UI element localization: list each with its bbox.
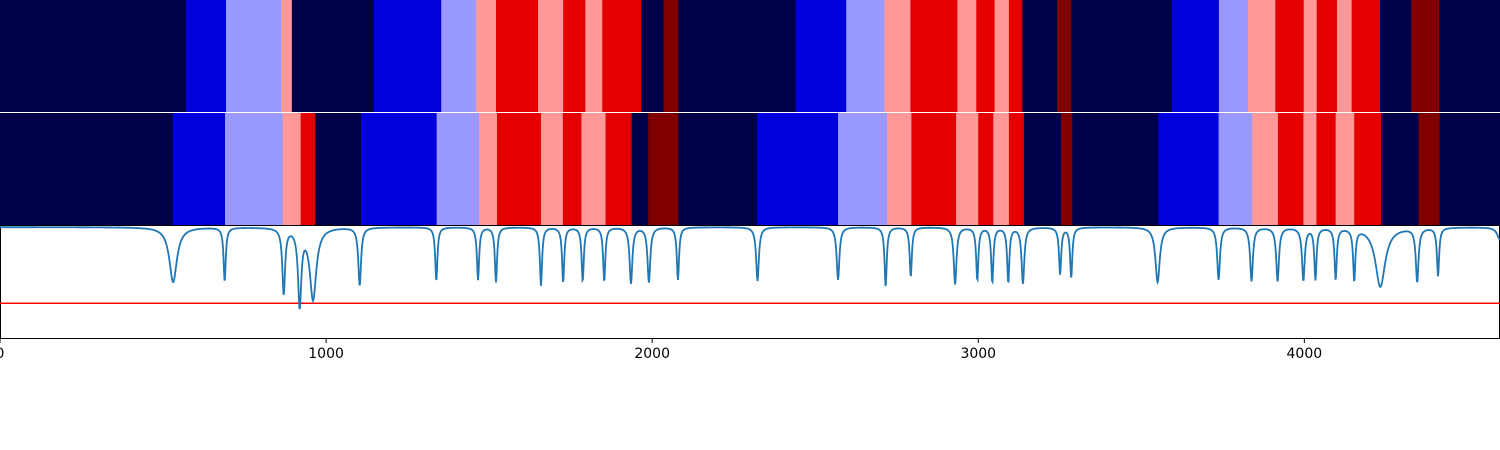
x-tick-label: 2000 bbox=[634, 346, 670, 362]
heatmap-cell bbox=[1061, 113, 1073, 225]
heatmap-cell bbox=[976, 0, 996, 112]
heatmap-row-2 bbox=[0, 113, 1500, 225]
line-panel bbox=[0, 225, 1500, 339]
x-tick-label: 3000 bbox=[960, 346, 996, 362]
heatmap-cell bbox=[1411, 0, 1440, 112]
heatmap-cell bbox=[1316, 0, 1338, 112]
heatmap-cell bbox=[1275, 0, 1305, 112]
heatmap-cell bbox=[281, 0, 293, 112]
heatmap-cell bbox=[538, 0, 564, 112]
heatmap-cell bbox=[1171, 0, 1220, 112]
heatmap-cell bbox=[648, 113, 679, 225]
heatmap-cell bbox=[1303, 0, 1318, 112]
x-tick-label: 1000 bbox=[308, 346, 344, 362]
heatmap-cell bbox=[1158, 113, 1220, 225]
heatmap-cell bbox=[225, 0, 282, 112]
heatmap-cell bbox=[1218, 113, 1253, 225]
heatmap-cell bbox=[479, 113, 498, 225]
heatmap-cell bbox=[540, 113, 564, 225]
x-axis: 0 1000 2000 3000 4000 bbox=[0, 338, 1322, 362]
heatmap-cell bbox=[360, 113, 438, 225]
heatmap-cell bbox=[1380, 113, 1420, 225]
x-tick-label: 0 bbox=[0, 346, 4, 362]
heatmap-cell bbox=[1303, 113, 1318, 225]
heatmap-cell bbox=[1439, 0, 1500, 112]
heatmap-cell bbox=[678, 0, 797, 112]
heatmap-cell bbox=[0, 113, 174, 225]
heatmap-cell bbox=[838, 113, 888, 225]
heatmap-cell bbox=[496, 113, 542, 225]
heatmap-cell bbox=[1277, 113, 1304, 225]
heatmap-cell bbox=[1380, 0, 1412, 112]
heatmap-cell bbox=[911, 113, 957, 225]
heatmap-cell bbox=[663, 0, 679, 112]
heatmap-cell bbox=[641, 0, 665, 112]
series-line bbox=[0, 226, 1500, 310]
heatmap-cell bbox=[1218, 0, 1249, 112]
heatmap-cell bbox=[185, 0, 227, 112]
heatmap-cell bbox=[495, 0, 539, 112]
heatmap-cell bbox=[436, 113, 480, 225]
heatmap-cell bbox=[910, 0, 958, 112]
heatmap-cell bbox=[956, 113, 979, 225]
heatmap-cell bbox=[993, 113, 1010, 225]
heatmap-cell bbox=[374, 0, 442, 112]
heatmap-cell bbox=[846, 0, 885, 112]
heatmap-cell bbox=[581, 113, 607, 225]
heatmap-cell bbox=[1336, 0, 1353, 112]
heatmap-cell bbox=[1057, 0, 1072, 112]
heatmap-cell bbox=[994, 0, 1010, 112]
heatmap-cell bbox=[978, 113, 994, 225]
heatmap-cell bbox=[1022, 0, 1058, 112]
heatmap-cell bbox=[1008, 0, 1023, 112]
heatmap-cell bbox=[1071, 0, 1173, 112]
heatmap-cell bbox=[585, 0, 603, 112]
heatmap-cell bbox=[678, 113, 758, 225]
heatmap-cell bbox=[315, 113, 362, 225]
heatmap-cell bbox=[563, 0, 586, 112]
heatmap-cell bbox=[884, 0, 912, 112]
heatmap-cell bbox=[291, 0, 375, 112]
heatmap-cell bbox=[1008, 113, 1025, 225]
heatmap-cell bbox=[300, 113, 316, 225]
heatmap-cell bbox=[957, 0, 977, 112]
heatmap-cell bbox=[562, 113, 583, 225]
heatmap-cell bbox=[441, 0, 477, 112]
heatmap-cell bbox=[757, 113, 839, 225]
heatmap-cell bbox=[1316, 113, 1337, 225]
heatmap-cell bbox=[282, 113, 302, 225]
heatmap-cell bbox=[1335, 113, 1355, 225]
heatmap-cell bbox=[1354, 113, 1382, 225]
heatmap-cell bbox=[1439, 113, 1500, 225]
heatmap-cell bbox=[1023, 113, 1062, 225]
heatmap-row-1 bbox=[0, 0, 1500, 112]
heatmap-cell bbox=[602, 0, 642, 112]
heatmap-cell bbox=[1418, 113, 1441, 225]
x-tick-label: 4000 bbox=[1287, 346, 1323, 362]
heatmap-cell bbox=[172, 113, 226, 225]
heatmap-cell bbox=[1252, 113, 1279, 225]
heatmap-cell bbox=[225, 113, 284, 225]
heatmap-cell bbox=[1072, 113, 1159, 225]
heatmap-cell bbox=[1351, 0, 1381, 112]
heatmap-cell bbox=[1247, 0, 1276, 112]
heatmap-cell bbox=[0, 0, 187, 112]
heatmap-cell bbox=[476, 0, 497, 112]
heatmap-cell bbox=[631, 113, 649, 225]
heatmap-cell bbox=[886, 113, 913, 225]
heatmap-cell bbox=[795, 0, 847, 112]
heatmap-rows bbox=[0, 0, 1500, 225]
heatmap-cell bbox=[605, 113, 633, 225]
